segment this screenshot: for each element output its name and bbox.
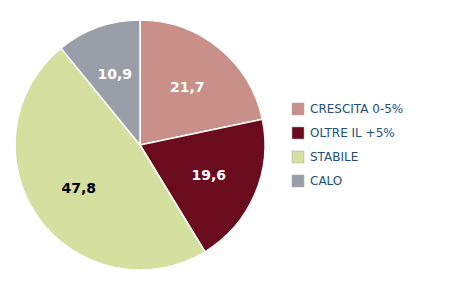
data-label: 19,6 <box>192 167 227 183</box>
legend-label: CRESCITA 0-5% <box>310 102 403 116</box>
legend-label: CALO <box>310 174 342 188</box>
legend-label: STABILE <box>310 150 358 164</box>
slice <box>15 48 205 270</box>
legend-swatch <box>292 175 304 187</box>
legend-swatch <box>292 151 304 163</box>
data-label: 10,9 <box>98 66 133 82</box>
data-labels: 21,7 19,6 47,8 10,9 <box>62 66 227 196</box>
legend-swatch <box>292 127 304 139</box>
legend-label: OLTRE IL +5% <box>310 126 395 140</box>
data-label: 21,7 <box>170 79 205 95</box>
legend: CRESCITA 0-5% OLTRE IL +5% STABILE CALO <box>292 102 403 188</box>
chart: 21,7 19,6 47,8 10,9 CRESCITA 0-5% OLTRE IL +5… <box>0 0 472 290</box>
legend-swatch <box>292 103 304 115</box>
data-label: 47,8 <box>62 180 97 196</box>
slices <box>15 20 265 270</box>
slice <box>61 20 140 145</box>
